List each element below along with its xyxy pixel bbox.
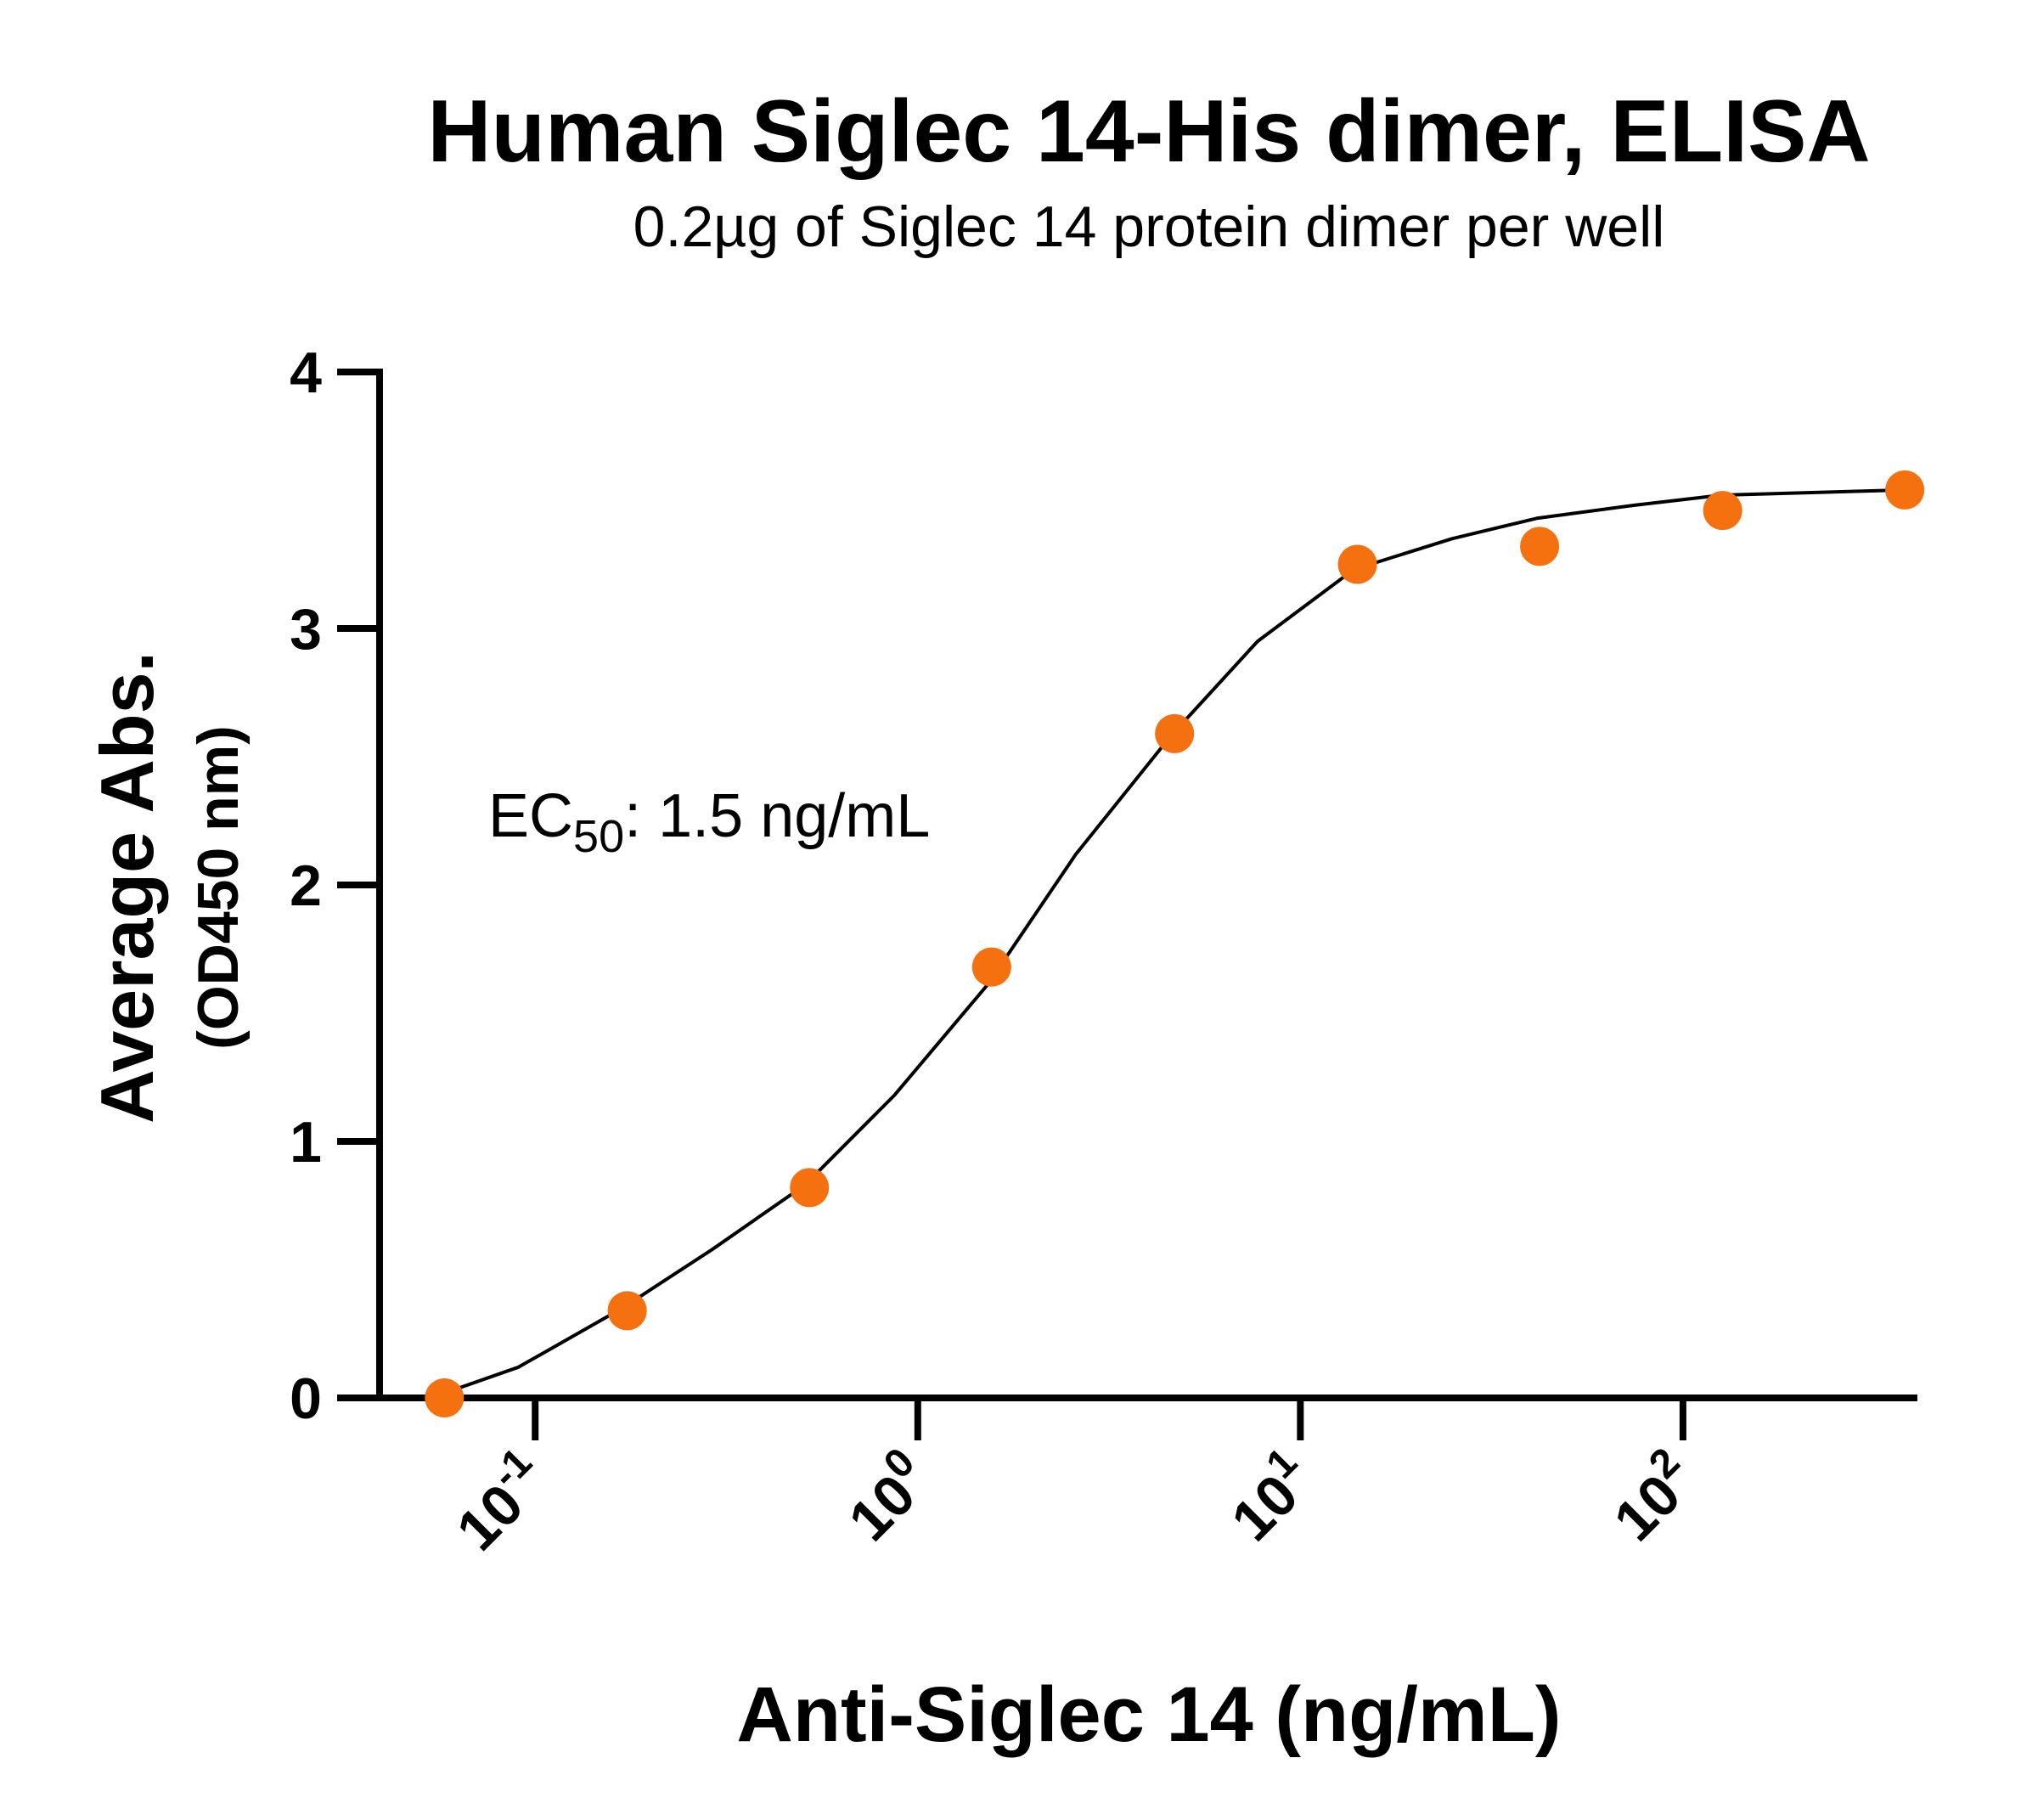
chart-title: Human Siglec 14-His dimer, ELISA xyxy=(427,82,1870,181)
x-tick-label: 100 xyxy=(830,1440,944,1553)
chart-subtitle: 0.2µg of Siglec 14 protein dimer per wel… xyxy=(633,194,1665,259)
y-tick-label: 4 xyxy=(290,341,322,405)
annotation: EC50: 1.5 ng/mL xyxy=(488,782,930,862)
data-point xyxy=(1520,527,1560,566)
y-tick-label: 0 xyxy=(290,1366,322,1431)
x-tick-label: 101 xyxy=(1213,1440,1326,1553)
data-point xyxy=(425,1378,464,1417)
annotation-subscript: 50 xyxy=(573,811,624,862)
x-tick-label: 10-1 xyxy=(438,1440,561,1563)
data-point xyxy=(1155,713,1195,753)
data-point xyxy=(1337,544,1377,584)
annotation-text: EC xyxy=(488,782,573,850)
data-point xyxy=(971,947,1011,987)
data-point xyxy=(790,1168,830,1208)
fit-curve xyxy=(437,487,1906,1397)
data-point xyxy=(1885,470,1925,510)
x-tick-label: 102 xyxy=(1596,1440,1709,1553)
y-axis-label: Average Abs. xyxy=(85,651,169,1124)
annotation-text: : 1.5 ng/mL xyxy=(624,782,930,850)
data-point xyxy=(607,1291,647,1331)
y-tick-label: 2 xyxy=(290,854,322,918)
x-axis-label: Anti-Siglec 14 (ng/mL) xyxy=(736,1671,1561,1758)
data-point xyxy=(1703,491,1742,531)
y-tick-label: 1 xyxy=(290,1110,322,1175)
y-axis-label: (OD450 nm) xyxy=(186,725,251,1050)
y-tick-label: 3 xyxy=(290,597,322,662)
